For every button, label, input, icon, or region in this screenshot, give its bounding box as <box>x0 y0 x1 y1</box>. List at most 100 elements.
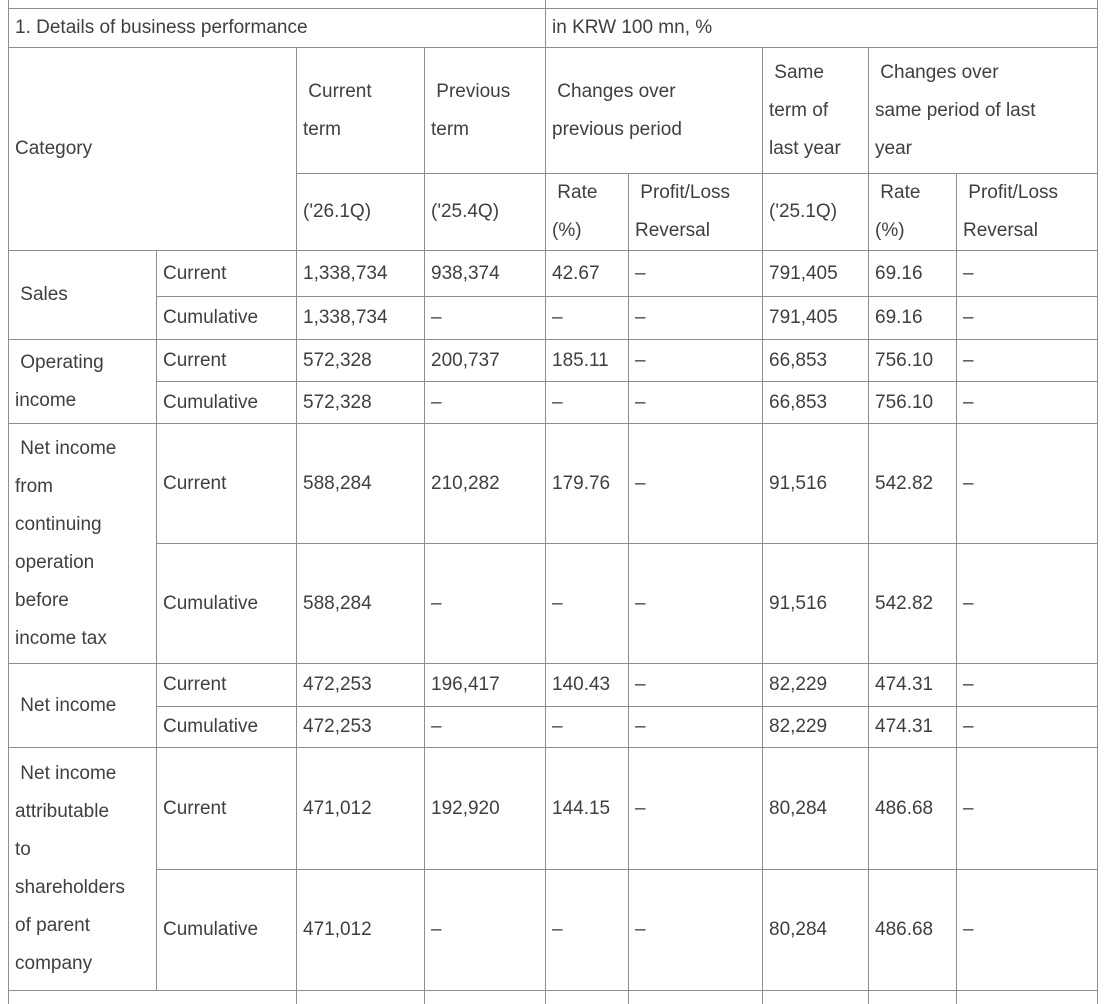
category-cell: Net income attributable to shareholders … <box>8 747 157 991</box>
value-cell: 542.82 <box>868 543 957 664</box>
row-label: Cumulative <box>156 543 297 664</box>
value-cell: – <box>955 423 1099 544</box>
value-cell: 791,405 <box>762 250 869 297</box>
value-cell: 144.15 <box>545 747 629 870</box>
value-cell: – <box>628 747 763 870</box>
value-cell: – <box>424 381 546 424</box>
value-cell: – <box>955 663 1099 707</box>
unit-note: in KRW 100 mn, % <box>544 8 1099 48</box>
value-cell: 938,374 <box>424 250 546 297</box>
table-row: Cumulative 572,328 – – – 66,853 756.10 – <box>9 381 1099 424</box>
value-cell: 66,853 <box>762 339 869 382</box>
value-cell: – <box>424 543 546 664</box>
value-cell: 471,012 <box>296 869 425 991</box>
clipped-row-bottom <box>8 990 1099 1004</box>
col-subheader-previous-quarter: ('25.4Q) <box>424 173 546 251</box>
value-cell: – <box>628 339 763 382</box>
value-cell: – <box>955 381 1099 424</box>
row-label: Cumulative <box>156 381 297 424</box>
value-cell: – <box>628 706 763 748</box>
col-header-previous-term: Previous term <box>424 47 546 174</box>
col-header-changes-over-same-period: Changes over same period of last year <box>867 47 1099 174</box>
value-cell: 572,328 <box>296 381 425 424</box>
clipped-cell <box>762 990 869 1004</box>
row-label: Cumulative <box>156 706 297 748</box>
value-cell: 210,282 <box>424 423 546 544</box>
value-cell: – <box>424 869 546 991</box>
category-cell: Net income <box>8 663 157 748</box>
section-title: 1. Details of business performance <box>8 8 546 48</box>
value-cell: 185.11 <box>545 339 629 382</box>
value-cell: 80,284 <box>762 869 869 991</box>
value-cell: 140.43 <box>545 663 629 707</box>
value-cell: 471,012 <box>296 747 425 870</box>
clipped-cell <box>628 990 763 1004</box>
value-cell: 474.31 <box>868 706 957 748</box>
col-header-category: Category <box>8 47 297 251</box>
value-cell: 474.31 <box>868 663 957 707</box>
table-row: Cumulative 588,284 – – – 91,516 542.82 – <box>9 543 1099 664</box>
table-row: Cumulative 471,012 – – – 80,284 486.68 – <box>9 869 1099 991</box>
value-cell: – <box>628 543 763 664</box>
value-cell: 542.82 <box>868 423 957 544</box>
value-cell: 66,853 <box>762 381 869 424</box>
value-cell: 472,253 <box>296 706 425 748</box>
value-cell: 80,284 <box>762 747 869 870</box>
value-cell: – <box>955 339 1099 382</box>
value-cell: 486.68 <box>868 869 957 991</box>
value-cell: – <box>955 296 1099 340</box>
value-cell: 1,338,734 <box>296 296 425 340</box>
table-row: Operating income Current 572,328 200,737… <box>8 339 1099 424</box>
row-label: Cumulative <box>156 296 297 340</box>
table-row: Net income attributable to shareholders … <box>8 747 1099 991</box>
value-cell: 472,253 <box>296 663 425 707</box>
value-cell: 179.76 <box>545 423 629 544</box>
col-subheader-rate-previous: Rate (%) <box>545 173 629 251</box>
value-cell: – <box>424 296 546 340</box>
value-cell: – <box>955 706 1099 748</box>
row-label: Current <box>156 423 297 544</box>
value-cell: – <box>955 543 1099 664</box>
table-row: Sales Current 1,338,734 938,374 42.67 – … <box>8 250 1099 340</box>
value-cell: 572,328 <box>296 339 425 382</box>
value-cell: – <box>955 747 1099 870</box>
value-cell: – <box>545 543 629 664</box>
value-cell: – <box>545 296 629 340</box>
row-label: Cumulative <box>156 869 297 991</box>
table-row: Cumulative 472,253 – – – 82,229 474.31 – <box>9 706 1099 748</box>
value-cell: – <box>955 250 1099 297</box>
clipped-cell <box>868 990 957 1004</box>
value-cell: – <box>545 869 629 991</box>
col-subheader-current-quarter: ('26.1Q) <box>296 173 425 251</box>
value-cell: – <box>628 663 763 707</box>
value-cell: 486.68 <box>868 747 957 870</box>
table-row: Net income Current 472,253 196,417 140.4… <box>8 663 1099 748</box>
clipped-cell <box>955 990 1099 1004</box>
value-cell: – <box>545 706 629 748</box>
row-label: Current <box>156 663 297 707</box>
value-cell: 82,229 <box>762 663 869 707</box>
value-cell: 200,737 <box>424 339 546 382</box>
clipped-cell <box>8 0 546 9</box>
value-cell: 91,516 <box>762 423 869 544</box>
value-cell: – <box>628 869 763 991</box>
value-cell: – <box>628 296 763 340</box>
value-cell: 196,417 <box>424 663 546 707</box>
col-subheader-same-quarter: ('25.1Q) <box>762 173 869 251</box>
value-cell: – <box>545 381 629 424</box>
value-cell: – <box>424 706 546 748</box>
clipped-cell <box>544 0 1099 9</box>
value-cell: 791,405 <box>762 296 869 340</box>
value-cell: – <box>628 381 763 424</box>
value-cell: 588,284 <box>296 423 425 544</box>
row-label: Current <box>156 339 297 382</box>
value-cell: 756.10 <box>868 381 957 424</box>
value-cell: 42.67 <box>545 250 629 297</box>
col-subheader-pl-reversal-same: Profit/Loss Reversal <box>955 173 1099 251</box>
value-cell: 82,229 <box>762 706 869 748</box>
header-row-2: ('26.1Q) ('25.4Q) Rate (%) Profit/Loss R… <box>9 173 1099 251</box>
value-cell: 1,338,734 <box>296 250 425 297</box>
col-header-same-term-last-year: Same term of last year <box>762 47 869 174</box>
col-header-changes-over-previous: Changes over previous period <box>545 47 763 174</box>
